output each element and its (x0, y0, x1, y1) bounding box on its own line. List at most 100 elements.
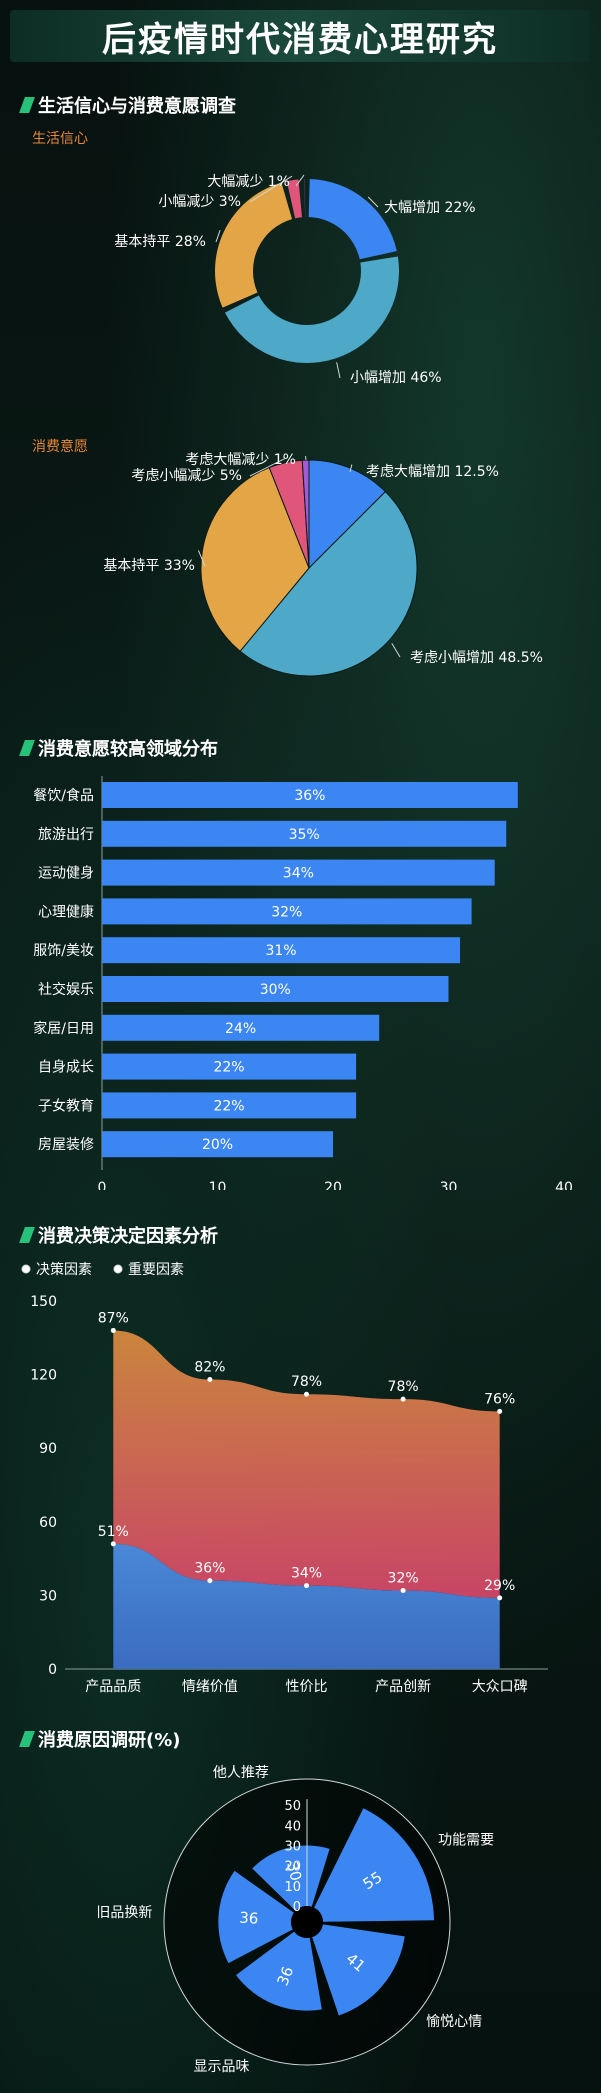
slice-3 (286, 179, 302, 219)
section-marker-icon (19, 1227, 35, 1243)
radial-tick-label-3: 30 (284, 1839, 301, 1854)
x-tick-label-3: 30 (440, 1180, 458, 1190)
x-tick-label-0: 0 (98, 1180, 107, 1190)
leader-line-2 (197, 550, 206, 567)
leader-line-4 (304, 455, 307, 461)
point-label-decision-3: 32% (388, 1570, 419, 1586)
slice-label-4: 考虑大幅减少 1% (185, 452, 296, 468)
slice-label-0: 考虑大幅增加 12.5% (366, 464, 499, 480)
polar-value-label-3: 36 (239, 1909, 259, 1928)
subtitle-consumption-willingness: 消费意愿 (32, 439, 88, 455)
slice-label-1: 小幅增加 46% (350, 370, 442, 386)
bar-8 (102, 1092, 357, 1119)
radial-tick-label-1: 10 (284, 1880, 301, 1895)
page-title: 后疫情时代消费心理研究 (102, 19, 498, 60)
section-title-areas: 消费意愿较高领域分布 (19, 735, 218, 761)
point-important-0 (110, 1327, 116, 1333)
y-tick-label-1: 30 (39, 1588, 57, 1604)
category-label-3: 心理健康 (38, 903, 94, 920)
section-marker-icon (19, 1731, 35, 1747)
slice-label-2: 基本持平 33% (103, 557, 195, 574)
section-title-text: 消费原因调研(%) (38, 1730, 181, 1751)
y-tick-label-3: 90 (39, 1441, 57, 1457)
legend-marker-0 (21, 1264, 31, 1274)
bar-value-label-4: 31% (265, 943, 296, 959)
bar-3 (102, 898, 472, 925)
radial-tick-label-2: 20 (284, 1860, 301, 1875)
leader-line-0 (367, 196, 379, 208)
leader-line-4 (295, 174, 305, 187)
bar-value-label-2: 34% (283, 866, 314, 882)
category-label-5: 社交娱乐 (38, 981, 94, 998)
legend-label-0: 决策因素 (36, 1261, 92, 1278)
bar-9 (102, 1131, 333, 1158)
slice-label-0: 大幅增加 22% (384, 200, 476, 216)
bar-value-label-7: 22% (213, 1060, 244, 1076)
polar-bar-4 (252, 1845, 330, 1911)
slice-0 (308, 179, 397, 260)
slice-1 (224, 256, 399, 364)
x-category-label-2: 性价比 (286, 1679, 328, 1695)
y-tick-label-4: 120 (30, 1368, 57, 1384)
point-label-important-2: 78% (291, 1374, 322, 1390)
slice-2 (200, 466, 310, 652)
legend-label-1: 重要因素 (128, 1262, 184, 1278)
leader-line-3 (249, 175, 293, 203)
bar-2 (102, 859, 495, 886)
section-title-text: 生活信心与消费意愿调查 (38, 96, 236, 117)
section-title-reasons: 消费原因调研(%) (19, 1726, 181, 1752)
section-title-confidence: 生活信心与消费意愿调查 (19, 92, 236, 118)
polar-value-label-2: 36 (273, 1964, 297, 1988)
slice-label-1: 考虑小幅增加 48.5% (410, 650, 543, 666)
polar-value-label-4: 30 (283, 1860, 305, 1883)
polar-category-label-0: 功能需要 (438, 1832, 494, 1848)
y-tick-label-5: 150 (30, 1294, 57, 1310)
bar-value-label-9: 20% (202, 1137, 233, 1153)
area-series-decision (113, 1543, 500, 1669)
x-tick-label-1: 10 (209, 1180, 227, 1190)
section-marker-icon (19, 740, 35, 756)
category-label-0: 餐饮/食品 (33, 787, 94, 804)
polar-category-label-4: 他人推荐 (213, 1765, 269, 1781)
point-decision-2 (304, 1583, 309, 1589)
point-label-important-4: 76% (484, 1391, 515, 1407)
slice-2 (215, 182, 293, 308)
bar-value-label-0: 36% (294, 788, 325, 804)
area-series-important (113, 1330, 500, 1598)
slice-label-3: 小幅减少 3% (158, 194, 241, 210)
radial-tick-label-5: 50 (284, 1799, 301, 1814)
slice-label-2: 基本持平 28% (114, 233, 206, 250)
polar-category-label-3: 旧品换新 (96, 1904, 152, 1921)
polar-category-label-1: 愉悦心情 (426, 2014, 482, 2030)
radial-tick-label-0: 0 (293, 1900, 301, 1915)
point-important-3 (400, 1396, 406, 1402)
leader-line-0 (349, 464, 353, 473)
bar-4 (102, 937, 461, 964)
bar-6 (102, 1014, 380, 1041)
point-label-important-3: 78% (388, 1379, 419, 1395)
bar-value-label-6: 24% (225, 1021, 256, 1037)
bar-value-label-5: 30% (260, 982, 291, 998)
subtitle-life-confidence: 生活信心 (32, 131, 88, 147)
point-decision-3 (400, 1587, 406, 1593)
bar-value-label-1: 35% (289, 827, 320, 843)
point-label-important-1: 82% (194, 1360, 225, 1376)
category-label-7: 自身成长 (38, 1060, 94, 1076)
leader-line-3 (249, 458, 285, 477)
category-label-2: 运动健身 (38, 866, 94, 882)
leader-line-1 (391, 643, 401, 658)
point-important-1 (207, 1377, 213, 1383)
point-label-decision-1: 36% (194, 1561, 225, 1577)
slice-4 (301, 459, 310, 569)
point-label-important-0: 87% (98, 1310, 129, 1326)
slice-0 (308, 459, 387, 570)
bar-value-label-8: 22% (213, 1098, 244, 1114)
y-tick-label-2: 60 (39, 1515, 57, 1531)
y-tick-label-0: 0 (48, 1662, 57, 1678)
x-category-label-4: 大众口碑 (472, 1679, 528, 1695)
title-banner: 后疫情时代消费心理研究 (10, 10, 590, 62)
point-important-4 (497, 1408, 503, 1414)
bar-chart-areas: 餐饮/食品 36% 旅游出行 35% 运动健身 34% 心理健康 32% 服饰/美妆 31% 社交娱… (33, 776, 573, 1190)
donut-chart-life-confidence: 大幅增加 22% 小幅增加 46% 基本持平 28% 小幅减少 3% 大幅减少 1% (114, 174, 476, 386)
area-chart-factors: 决策因素 重要因素 0 30 60 90 120 150 51% 36% 34% 32% 29% 87% 8… (21, 1261, 548, 1695)
